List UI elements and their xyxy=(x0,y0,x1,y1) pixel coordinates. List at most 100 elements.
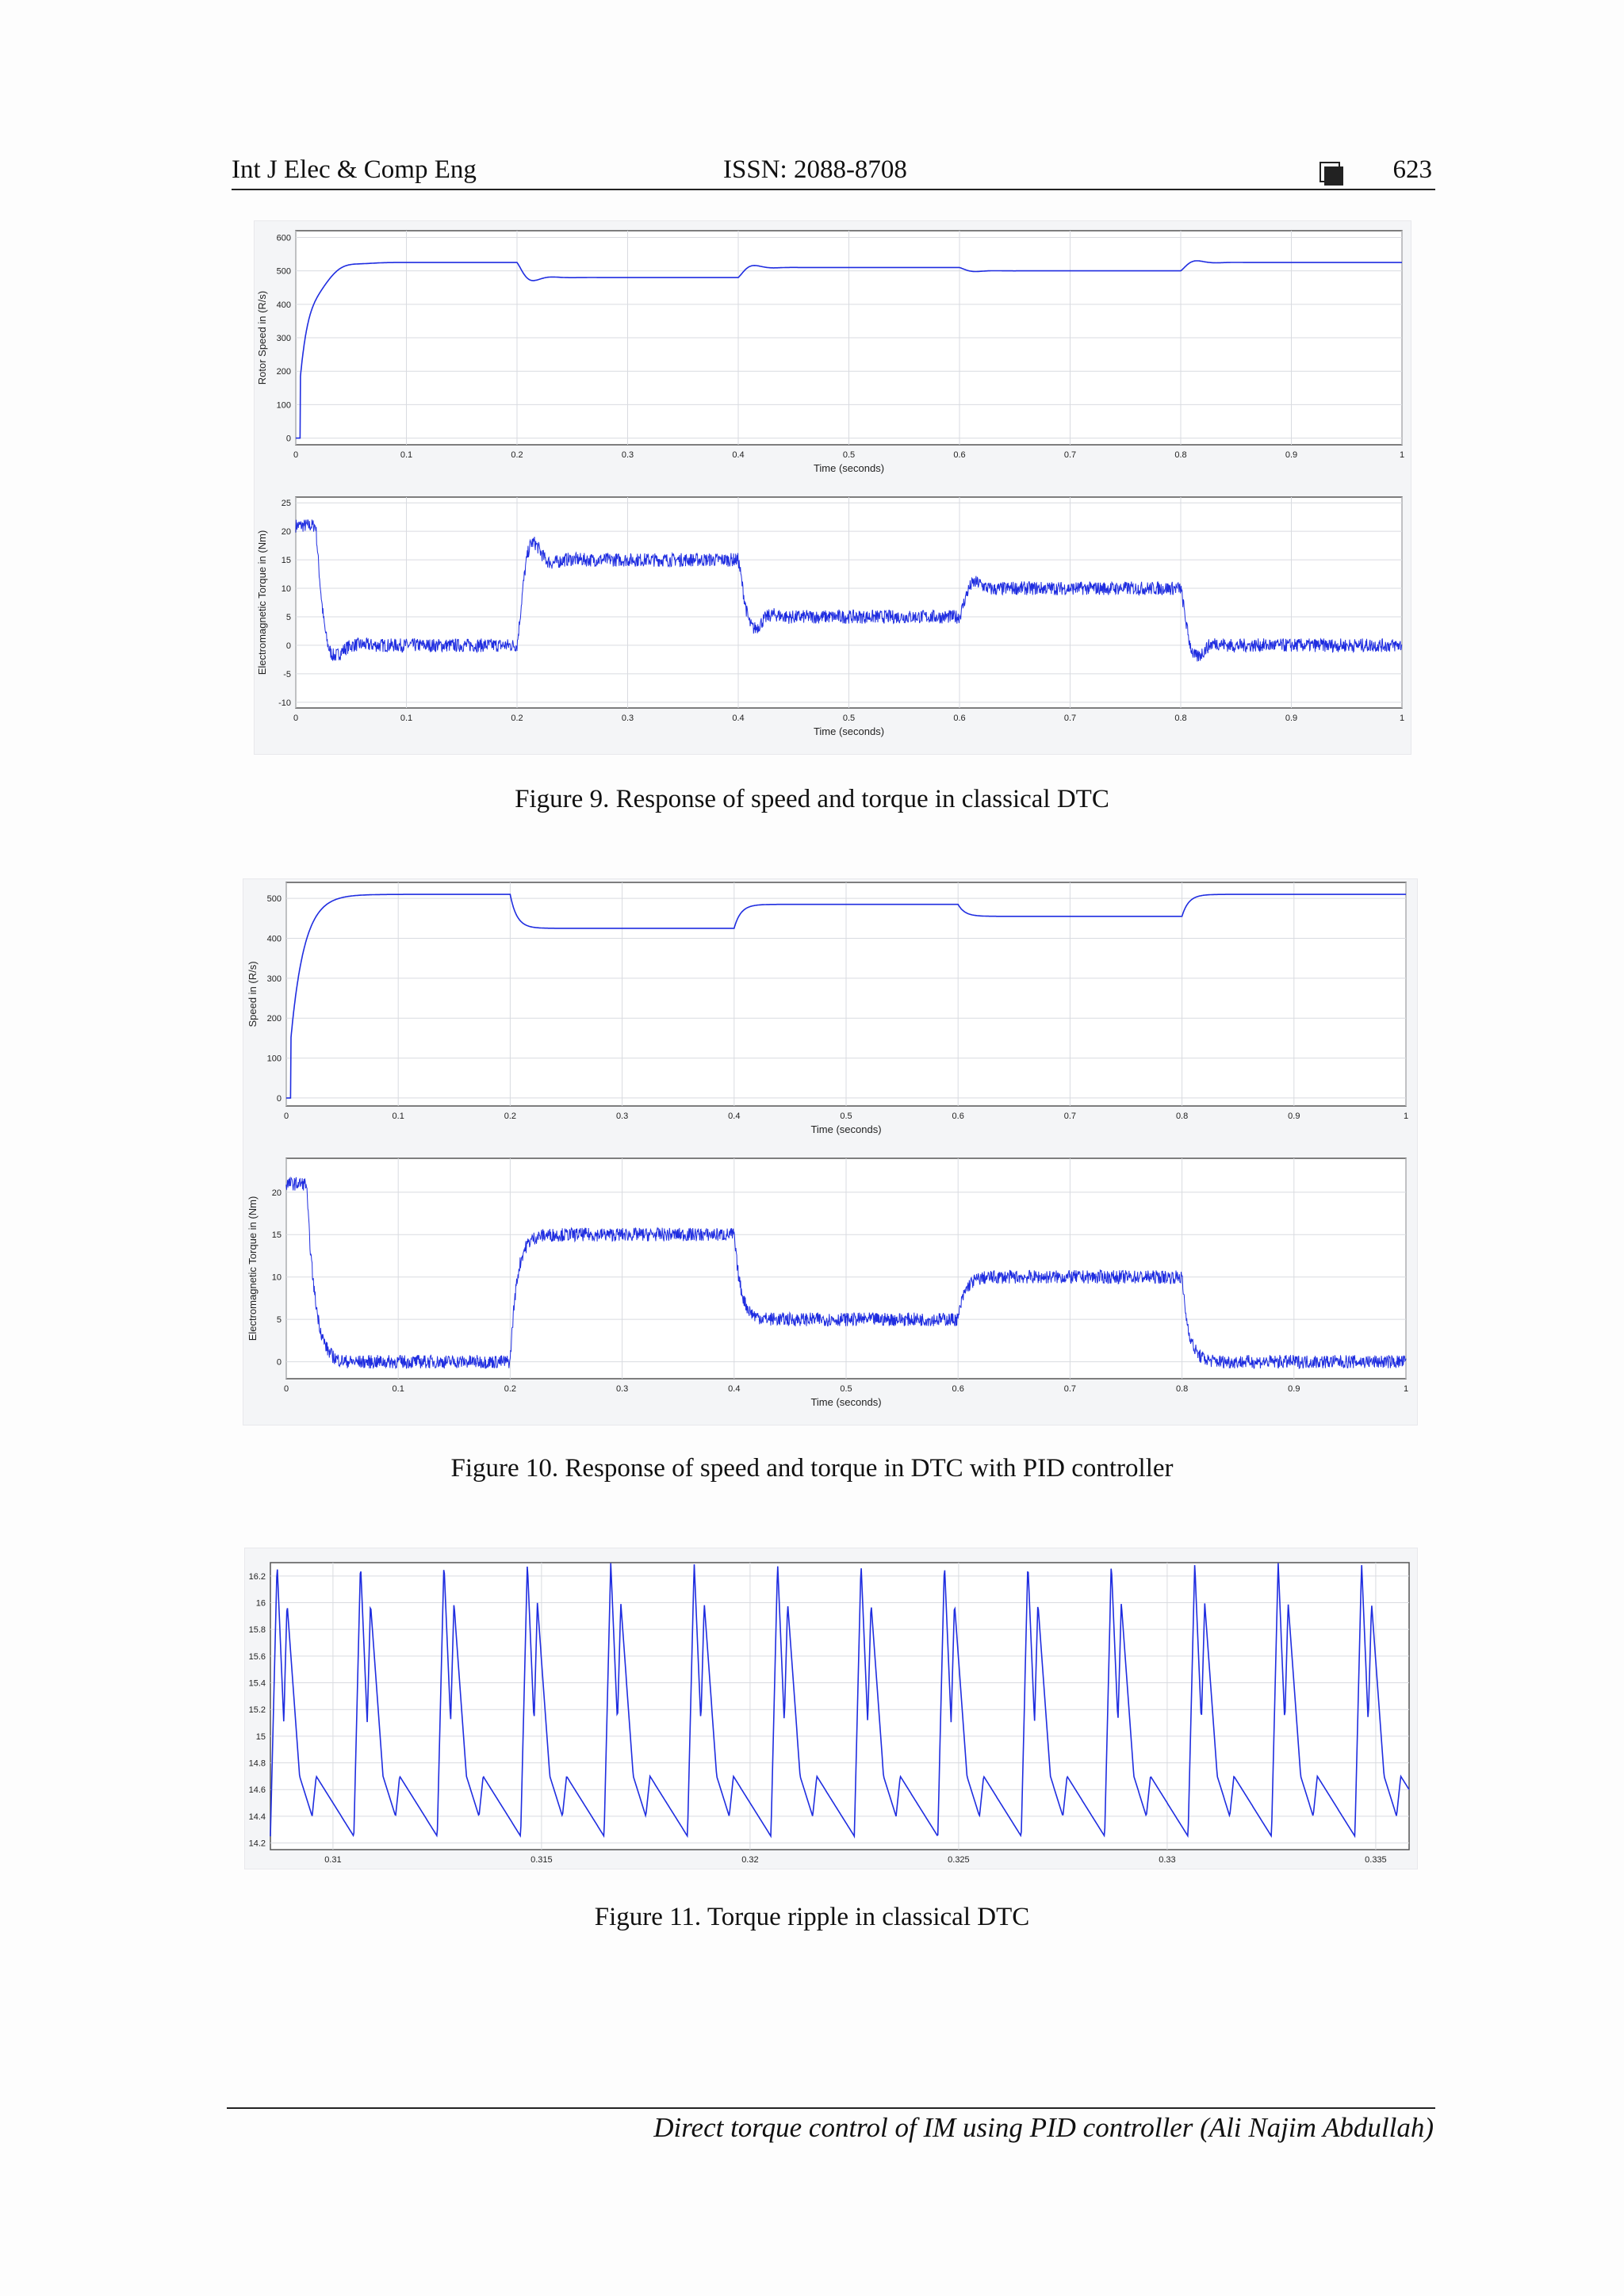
plot-panel-top: 0 0.1 0.2 0.3 0.4 0.5 0.6 0.7 0.8 0.9 1 0 100 200 300 4… xyxy=(256,230,1404,474)
y-tick-label: -10 xyxy=(278,698,291,708)
x-tick-label: 0.6 xyxy=(953,450,965,460)
x-tick-label: 0.1 xyxy=(400,450,412,460)
x-tick-label: 0.5 xyxy=(843,450,855,460)
x-axis-label: Time (seconds) xyxy=(810,1123,881,1135)
y-tick-label: 5 xyxy=(277,1315,282,1325)
x-tick-label: 0.3 xyxy=(622,714,634,723)
figure-11-caption: Figure 11. Torque ripple in classical DT… xyxy=(594,1903,1030,1931)
y-tick-label: 10 xyxy=(272,1273,282,1283)
x-tick-label: 0.3 xyxy=(622,450,634,460)
page-header: Int J Elec & Comp Eng ISSN: 2088-8708 62… xyxy=(232,151,1435,190)
y-tick-label: 300 xyxy=(267,974,282,984)
plot-panel-bottom: 0 0.1 0.2 0.3 0.4 0.5 0.6 0.7 0.8 0.9 1 -10 -5 0 5 10 15… xyxy=(256,496,1404,737)
y-tick-label: 14.6 xyxy=(249,1785,266,1795)
y-tick-label: 16.2 xyxy=(249,1572,266,1582)
page-number: 623 xyxy=(1392,155,1433,184)
x-tick-label: 0.1 xyxy=(393,1112,404,1121)
x-tick-label: 0.1 xyxy=(393,1384,404,1394)
figure-11-chart: 0.31 0.315 0.32 0.325 0.33 0.335 14.2 14.4 14.6 1… xyxy=(249,1562,1410,1865)
x-tick-label: 0.5 xyxy=(840,1112,852,1121)
y-tick-label: 15.4 xyxy=(249,1679,266,1689)
page-footer: Direct torque control of IM using PID co… xyxy=(653,2112,1434,2143)
y-tick-label: 20 xyxy=(272,1188,282,1198)
x-tick-label: 0.2 xyxy=(504,1112,516,1121)
series-line xyxy=(286,894,1406,1099)
x-tick-label: 0.4 xyxy=(728,1112,740,1121)
x-tick-label: 0.7 xyxy=(1064,714,1076,723)
x-tick-label: 0.4 xyxy=(728,1384,740,1394)
x-tick-label: 0.2 xyxy=(504,1384,516,1394)
y-axis-label: Electromagnetic Torque in (Nm) xyxy=(256,530,268,675)
figure-9: 0 0.1 0.2 0.3 0.4 0.5 0.6 0.7 0.8 0.9 1 0 100 200 300 4… xyxy=(254,220,1411,755)
journal-name: Int J Elec & Comp Eng xyxy=(232,155,477,184)
x-tick-label: 1 xyxy=(1404,1112,1408,1121)
y-tick-label: 500 xyxy=(267,894,282,904)
plot-area xyxy=(270,1562,1410,1850)
y-tick-label: 0 xyxy=(277,1094,282,1104)
y-tick-label: 5 xyxy=(286,613,291,622)
figure-10-chart: 0 0.1 0.2 0.3 0.4 0.5 0.6 0.7 0.8 0.9 101002003004… xyxy=(247,882,1408,1408)
y-tick-label: 300 xyxy=(277,334,291,343)
x-tick-label: 0.32 xyxy=(741,1855,758,1865)
figure-10-caption: Figure 10. Response of speed and torque … xyxy=(450,1454,1174,1483)
figure-11: 0.31 0.315 0.32 0.325 0.33 0.335 14.2 14.4 14.6 1… xyxy=(244,1548,1418,1869)
y-tick-label: 100 xyxy=(267,1054,282,1064)
x-tick-label: 0.9 xyxy=(1285,714,1297,723)
plot-panel-top: 0 0.1 0.2 0.3 0.4 0.5 0.6 0.7 0.8 0.9 1 0 100 200 300 4… xyxy=(247,882,1408,1135)
x-tick-label: 0.4 xyxy=(732,714,744,723)
y-tick-label: 15 xyxy=(282,556,291,565)
series-line xyxy=(285,1176,1407,1370)
x-tick-label: 0.1 xyxy=(400,714,412,723)
series-line xyxy=(296,260,1402,439)
x-tick-label: 0.6 xyxy=(953,714,965,723)
x-tick-label: 0.3 xyxy=(616,1112,628,1121)
y-tick-label: 15.6 xyxy=(249,1652,266,1662)
series-line xyxy=(270,1563,1410,1839)
x-tick-label: 1 xyxy=(1400,714,1404,723)
x-tick-label: 0.31 xyxy=(324,1855,341,1865)
x-tick-label: 0.2 xyxy=(511,450,523,460)
x-tick-label: 0.5 xyxy=(840,1384,852,1394)
x-tick-label: 0 xyxy=(284,1112,289,1121)
x-tick-label: 0.2 xyxy=(511,714,523,723)
x-tick-label: 0.8 xyxy=(1176,1384,1188,1394)
y-axis-label: Speed in (R/s) xyxy=(247,961,259,1027)
square-bullet-icon xyxy=(1320,162,1343,186)
x-tick-label: 0.7 xyxy=(1064,450,1076,460)
x-tick-label: 1 xyxy=(1404,1384,1408,1394)
x-tick-label: 0.3 xyxy=(616,1384,628,1394)
x-tick-label: 0.7 xyxy=(1064,1112,1076,1121)
y-tick-label: 200 xyxy=(277,367,291,377)
y-tick-label: 200 xyxy=(267,1014,282,1024)
x-axis-label: Time (seconds) xyxy=(810,1396,881,1408)
figure-10: 0 0.1 0.2 0.3 0.4 0.5 0.6 0.7 0.8 0.9 1 0 100 200 300 4… xyxy=(243,878,1418,1425)
y-tick-label: 400 xyxy=(267,935,282,944)
series-line xyxy=(295,519,1403,662)
x-tick-label: 0.6 xyxy=(952,1384,964,1394)
y-tick-label: 15 xyxy=(256,1732,266,1742)
y-axis-label: Electromagnetic Torque in (Nm) xyxy=(247,1196,259,1341)
y-tick-label: 25 xyxy=(282,499,291,508)
x-axis-label: Time (seconds) xyxy=(814,462,884,474)
x-axis-label: Time (seconds) xyxy=(814,725,884,737)
y-tick-label: 14.8 xyxy=(249,1759,266,1769)
x-tick-label: 0 xyxy=(284,1384,289,1394)
x-tick-label: 0.315 xyxy=(530,1855,553,1865)
x-tick-label: 0 xyxy=(293,450,298,460)
x-tick-label: 0.4 xyxy=(732,450,744,460)
y-tick-label: -5 xyxy=(283,670,291,679)
x-tick-label: 0.335 xyxy=(1365,1855,1387,1865)
y-tick-label: 10 xyxy=(282,584,291,594)
y-tick-label: 15.2 xyxy=(249,1705,266,1715)
x-tick-label: 0.5 xyxy=(843,714,855,723)
x-tick-label: 0.6 xyxy=(952,1112,964,1121)
y-tick-label: 0 xyxy=(286,434,291,444)
y-tick-label: 0 xyxy=(277,1358,282,1368)
x-tick-label: 0.9 xyxy=(1288,1112,1300,1121)
y-tick-label: 20 xyxy=(282,527,291,537)
figure-9-caption: Figure 9. Response of speed and torque i… xyxy=(515,785,1109,813)
y-tick-label: 15 xyxy=(272,1230,282,1240)
x-tick-label: 0.8 xyxy=(1176,1112,1188,1121)
figure-9-chart: 0 0.1 0.2 0.3 0.4 0.5 0.6 0.7 0.8 0.9 101002003004… xyxy=(256,230,1404,737)
y-tick-label: 15.8 xyxy=(249,1625,266,1635)
